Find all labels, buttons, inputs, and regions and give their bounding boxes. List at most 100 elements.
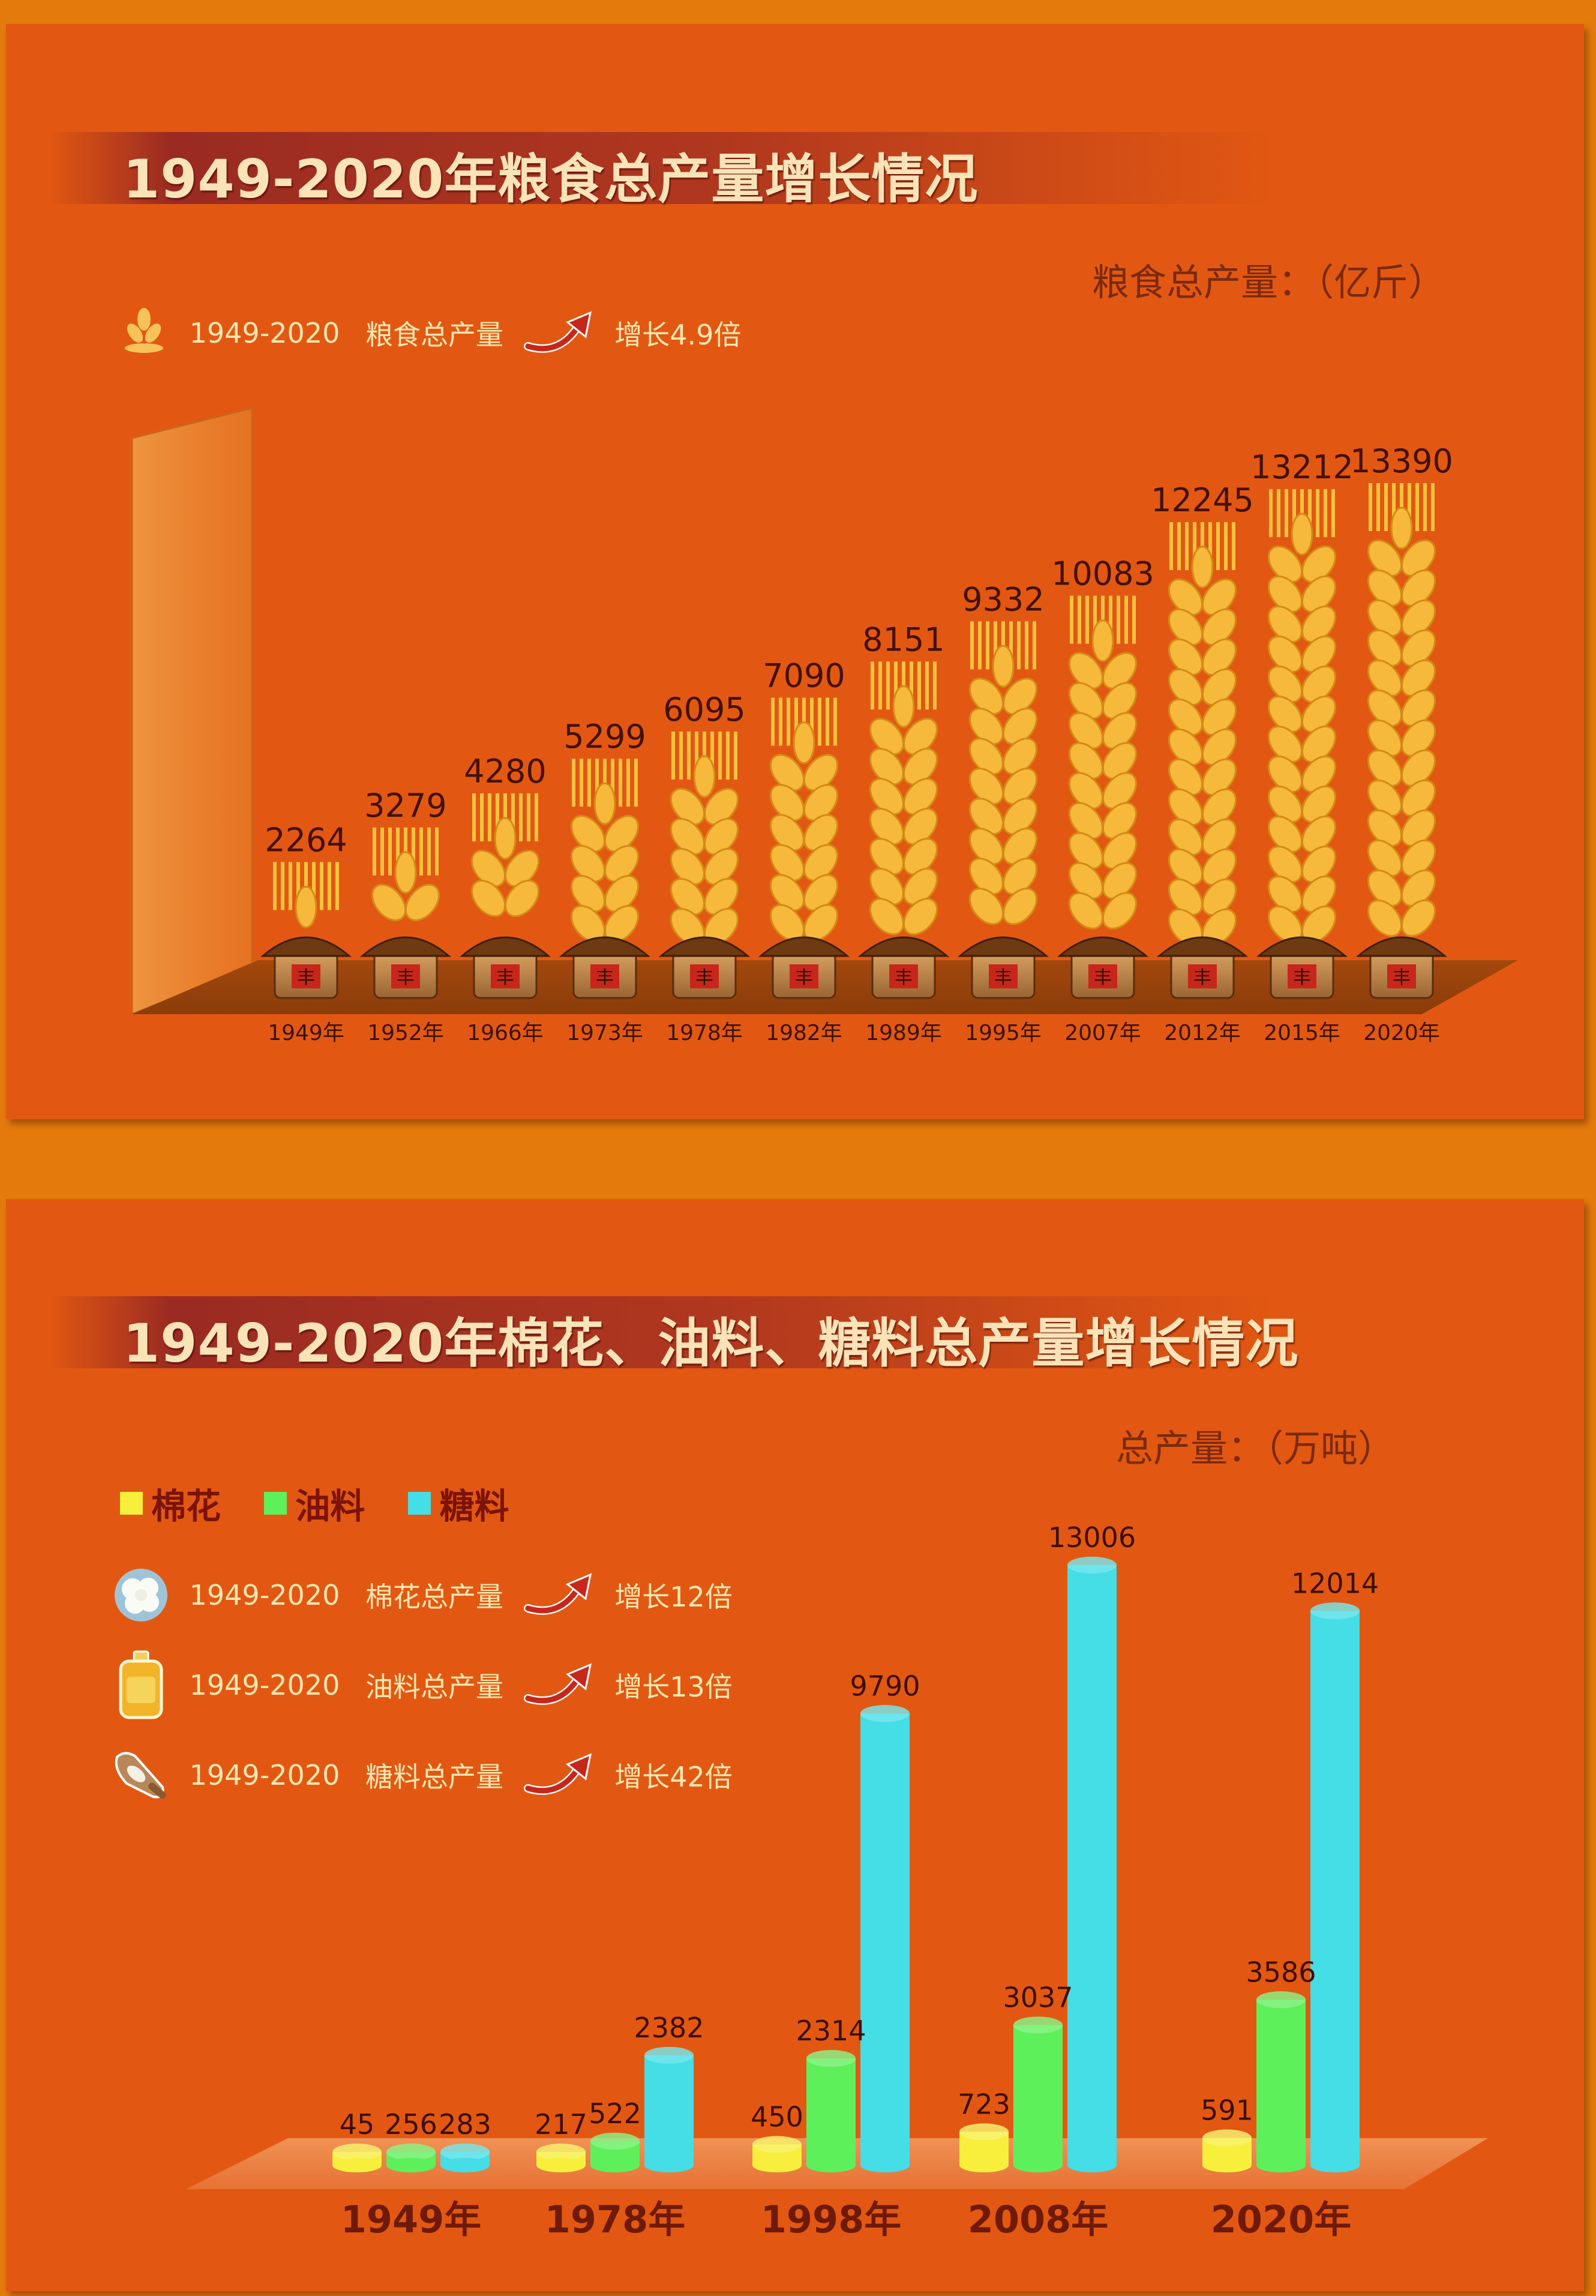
grain-unit-label: 粮食总产量：（亿斤）	[1092, 260, 1446, 304]
grain-title: 1949-2020年粮食总产量增长情况	[123, 148, 979, 210]
x-tick-label: 1952年	[367, 1021, 444, 1045]
wheat-bar: 丰	[658, 732, 751, 999]
wheat-bar: 丰	[559, 759, 651, 999]
wheat-icon	[125, 308, 163, 353]
x-tick-label: 2015年	[1264, 1021, 1340, 1045]
oil-growth-period: 1949-2020	[189, 1669, 340, 1701]
x-tick-label: 1989年	[865, 1021, 942, 1045]
x-tick-label: 1966年	[467, 1021, 544, 1045]
bar-value-label: 2314	[796, 2015, 866, 2047]
oil-growth-name: 油料总产量	[365, 1671, 503, 1703]
legend-item-oil: 油料	[264, 1478, 365, 1528]
bar-value-label: 450	[751, 2100, 803, 2133]
cotton-icon	[115, 1569, 167, 1621]
wheat-bar: 丰	[957, 621, 1049, 999]
oil-bar	[806, 2050, 856, 2172]
crops-title-band	[48, 1296, 1278, 1368]
grain-panel: 1949-2020年粮食总产量增长情况 粮食总产量：（亿斤） 1949-2020…	[6, 24, 1584, 1119]
sugar-growth-row: 1949-2020 糖料总产量 增长42倍	[111, 1745, 733, 1805]
grain-basket: 丰	[459, 936, 551, 999]
growth-arrow-icon	[523, 311, 592, 353]
grain-legend-period: 1949-2020	[189, 317, 340, 349]
oil-bottle-icon	[119, 1650, 163, 1719]
grain-title-band	[48, 132, 1278, 204]
sugar-bar	[860, 1705, 910, 2172]
sugar-bar	[644, 2046, 694, 2172]
sugar-growth-name: 糖料总产量	[365, 1761, 503, 1793]
x-tick-label: 2020年	[1363, 1021, 1440, 1045]
grain-basket: 丰	[1355, 936, 1448, 999]
bar-value-label: 283	[439, 2108, 491, 2141]
grain-basket: 丰	[1057, 936, 1149, 999]
x-tick-label: 1973年	[566, 1021, 643, 1045]
legend-label-sugar: 糖料	[439, 1486, 509, 1527]
bar-value-label: 9790	[850, 1669, 920, 1702]
legend-swatch-sugar	[408, 1492, 431, 1515]
sugar-bar	[1067, 1557, 1117, 2172]
x-tick-label: 1978年	[545, 2198, 686, 2241]
bar-value-label: 9332	[962, 580, 1044, 618]
basket-badge-text: 丰	[496, 967, 514, 988]
cotton-bar	[332, 2144, 382, 2172]
x-tick-label: 1949年	[268, 1021, 344, 1045]
x-tick-label: 1949年	[341, 2198, 482, 2241]
oil-bar	[1256, 1991, 1306, 2172]
legend-label-oil: 油料	[295, 1486, 365, 1527]
bar-value-label: 12014	[1291, 1567, 1379, 1599]
bar-value-label: 3586	[1246, 1956, 1316, 1988]
grain-basket: 丰	[957, 936, 1049, 999]
cotton-growth-period: 1949-2020	[189, 1579, 340, 1611]
legend-item-sugar: 糖料	[408, 1478, 509, 1528]
bar-value-label: 13390	[1350, 442, 1453, 480]
wheat-bar: 丰	[459, 793, 551, 999]
basket-badge-text: 丰	[1094, 967, 1112, 988]
oil-growth-row: 1949-2020 油料总产量 增长13倍	[111, 1649, 733, 1721]
oil-bar	[1013, 2016, 1063, 2172]
wheat-bar: 丰	[260, 862, 352, 999]
cotton-bar	[959, 2123, 1009, 2172]
basket-badge-text: 丰	[596, 967, 614, 988]
bar-value-label: 723	[958, 2088, 1010, 2120]
oil-bar	[386, 2144, 436, 2172]
sugar-scoop-icon	[115, 1752, 166, 1799]
basket-badge-text: 丰	[994, 967, 1012, 988]
bar-value-label: 2264	[265, 821, 347, 859]
bar-value-label: 4280	[464, 753, 546, 790]
bar-value-label: 7090	[763, 657, 845, 695]
cotton-growth-row: 1949-2020 棉花总产量 增长12倍	[111, 1565, 733, 1625]
bar-value-label: 12245	[1151, 481, 1254, 519]
legend-swatch-cotton	[120, 1492, 143, 1515]
sugar-bar	[1310, 1602, 1360, 2172]
sugar-bar	[440, 2144, 490, 2172]
wheat-bar: 丰	[1355, 483, 1448, 999]
wheat-bar: 丰	[758, 697, 850, 999]
grain-growth-legend: 1949-2020 粮食总产量 增长4.9倍	[117, 306, 741, 360]
grain-basket: 丰	[758, 936, 850, 999]
grain-basket: 丰	[857, 936, 950, 999]
bar-value-label: 3037	[1003, 1981, 1073, 2013]
bar-value-label: 10083	[1051, 555, 1154, 593]
x-tick-label: 2008年	[968, 2198, 1109, 2241]
grain-basket: 丰	[359, 936, 452, 999]
crops-series-legend: 棉花 油料 糖料	[120, 1478, 540, 1528]
crops-chart: 45 256 283 217 522 2382 450 2314 9790 723 3037 1300…	[186, 1521, 1488, 2241]
x-tick-label: 2012年	[1164, 1021, 1241, 1045]
basket-badge-text: 丰	[397, 967, 415, 988]
cotton-bar	[1202, 2129, 1252, 2172]
bar-value-label: 591	[1201, 2094, 1253, 2127]
basket-badge-text: 丰	[297, 967, 315, 988]
growth-arrow-icon	[523, 1663, 592, 1705]
cotton-growth-name: 棉花总产量	[365, 1581, 503, 1613]
wheat-bar: 丰	[1256, 489, 1348, 999]
bar-value-label: 6095	[663, 691, 745, 729]
bar-value-label: 8151	[862, 621, 944, 658]
oil-bar	[590, 2132, 640, 2172]
bar-value-label: 3279	[364, 787, 446, 825]
x-tick-label: 1998年	[761, 2198, 902, 2241]
grain-basket: 丰	[1156, 936, 1249, 999]
bar-value-label: 5299	[563, 718, 646, 756]
bar-value-label: 217	[535, 2108, 587, 2141]
bar-value-label: 2382	[634, 2012, 704, 2044]
bar-value-label: 13212	[1250, 448, 1354, 486]
basket-badge-text: 丰	[1193, 967, 1211, 988]
